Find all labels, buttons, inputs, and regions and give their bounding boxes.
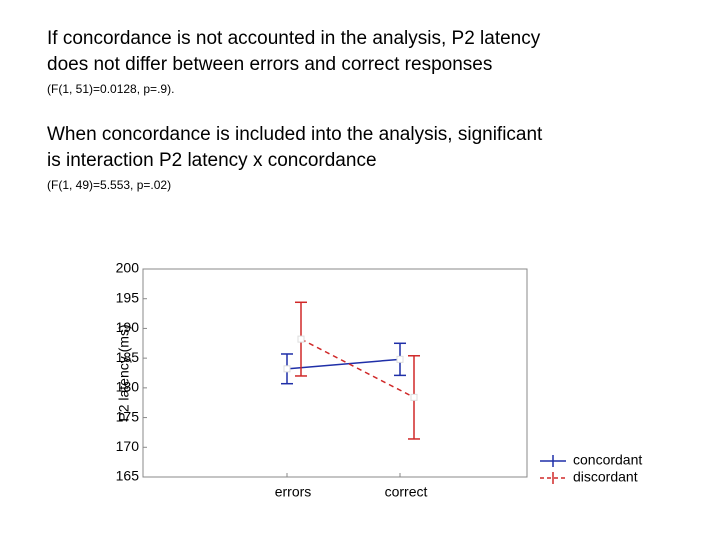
x-tick-label: correct: [385, 484, 428, 500]
y-tick-label: 170: [116, 438, 140, 454]
plot-frame: [142, 268, 528, 478]
y-tick-label: 165: [116, 468, 140, 484]
heading-line: When concordance is included into the an…: [47, 124, 543, 145]
stat-note: (F(1, 49)=5.553, p=.02): [47, 178, 172, 192]
y-tick-label: 195: [116, 289, 140, 305]
point: [283, 365, 291, 373]
series-line: [300, 338, 415, 399]
point: [410, 393, 418, 401]
heading-line: If concordance is not accounted in the a…: [47, 28, 541, 49]
y-tick-label: 190: [116, 319, 140, 335]
point: [297, 335, 305, 343]
legend-label: concordant: [573, 452, 642, 468]
y-tick-label: 180: [116, 379, 140, 395]
heading-line: is interaction P2 latency x concordance: [47, 150, 377, 171]
point: [396, 355, 404, 363]
series-line: [286, 358, 401, 370]
y-tick-label: 200: [116, 260, 140, 276]
y-axis-label: P2 latency (ms): [116, 324, 132, 421]
heading-line: does not differ between errors and corre…: [47, 54, 493, 75]
stat-note: (F(1, 51)=0.0128, p=.9).: [47, 82, 175, 96]
y-tick-label: 175: [116, 408, 140, 424]
y-tick-label: 185: [116, 349, 140, 365]
x-tick-label: errors: [275, 484, 312, 500]
legend-label: discordant: [573, 469, 638, 485]
